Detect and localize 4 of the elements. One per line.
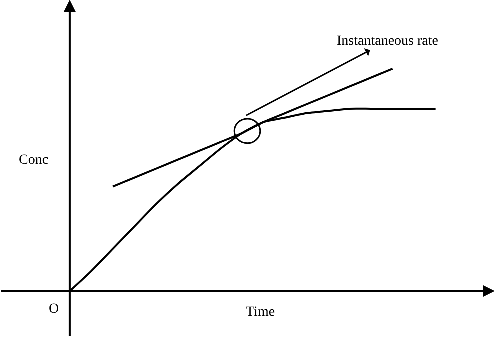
text: Instantaneous rate [337,34,438,49]
x-axis-title: Time [246,305,276,320]
y-axis-title: Conc [19,153,49,168]
text: O [49,302,60,317]
